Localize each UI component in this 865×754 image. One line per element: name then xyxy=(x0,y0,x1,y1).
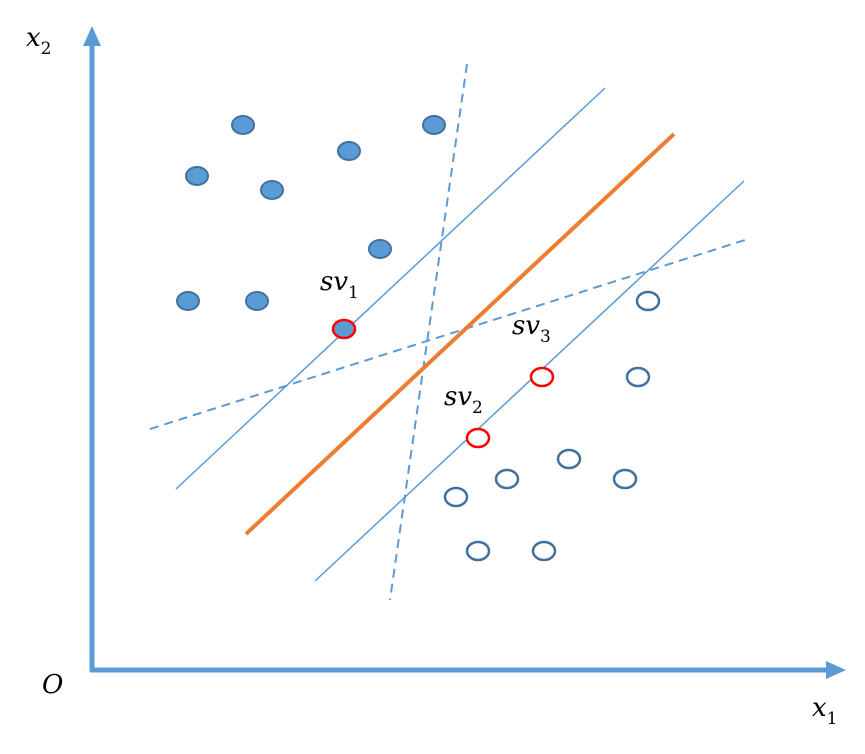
alternative-separators xyxy=(149,63,746,601)
positive-class-points xyxy=(176,115,446,340)
filled-point xyxy=(245,291,269,311)
filled-point xyxy=(185,166,209,186)
support-vector-1-point xyxy=(331,318,357,340)
y-axis-arrowhead xyxy=(83,26,101,46)
filled-point xyxy=(337,141,361,161)
sv2-label: sv2 xyxy=(444,382,483,418)
open-point xyxy=(531,540,557,562)
filled-point xyxy=(368,239,392,259)
open-point xyxy=(443,486,469,508)
x-axis-label: x1 xyxy=(812,693,838,729)
support-vector-3-point xyxy=(529,366,555,388)
upper-margin-line xyxy=(175,87,606,490)
filled-point xyxy=(422,115,446,135)
y-axis-label: x2 xyxy=(26,23,52,59)
optimal-hyperplane xyxy=(244,132,676,536)
axes xyxy=(83,26,846,679)
lower-margin-line xyxy=(314,180,745,582)
filled-point xyxy=(176,291,200,311)
margin-lines xyxy=(175,87,745,582)
open-point xyxy=(612,468,638,490)
support-vector-2-point xyxy=(465,427,491,449)
origin-label: O xyxy=(42,670,63,700)
dashed-steep-line xyxy=(389,63,468,601)
sv1-label: sv1 xyxy=(320,267,359,303)
sv3-label: sv3 xyxy=(512,311,551,347)
labels: x2 x1 O sv1 sv2 sv3 xyxy=(26,23,838,729)
open-point xyxy=(625,366,651,388)
negative-class-points xyxy=(443,290,661,562)
open-point xyxy=(494,468,520,490)
open-point xyxy=(465,540,491,562)
filled-point xyxy=(260,180,284,200)
x-axis-arrowhead xyxy=(826,661,846,679)
filled-point xyxy=(231,115,255,135)
open-point xyxy=(635,290,661,312)
open-point xyxy=(556,448,582,470)
